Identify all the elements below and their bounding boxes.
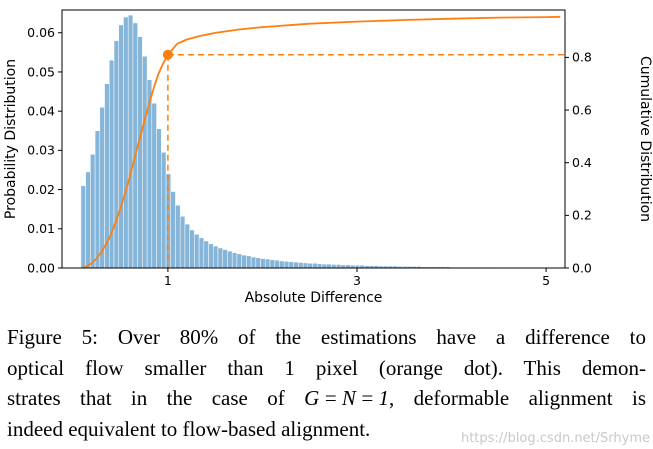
svg-text:0.4: 0.4 [572,155,592,170]
chart-area: 1 3 5 0.00 0.01 0.02 0.03 0.04 0.05 0.06 0.0 0.2 0.4… [3,9,653,306]
svg-text:1: 1 [164,273,172,288]
svg-text:0.6: 0.6 [572,102,592,117]
svg-text:Probability Distribution: Probability Distribution [3,59,19,219]
caption-line-3: strates that in the case of G = N = 1, d… [7,383,646,414]
svg-text:Cumulative Distribution: Cumulative Distribution [637,56,653,222]
histogram-cdf-chart: 1 3 5 0.00 0.01 0.02 0.03 0.04 0.05 0.06 0.0 0.2 0.4… [3,9,653,306]
svg-text:0.06: 0.06 [27,25,55,40]
svg-text:Absolute Difference: Absolute Difference [245,290,383,306]
svg-text:0.03: 0.03 [27,143,55,158]
svg-text:0.8: 0.8 [572,50,592,65]
svg-text:0.2: 0.2 [572,208,592,223]
svg-text:0.05: 0.05 [27,64,55,79]
caption-line3-suffix: , deformable alignment is [388,386,646,410]
caption-line3-prefix: strates that in the case of [7,386,305,410]
caption-line-2: optical flow smaller than 1 pixel (orang… [7,355,646,380]
svg-text:0.04: 0.04 [27,103,55,118]
svg-text:5: 5 [542,273,550,288]
svg-text:0.01: 0.01 [27,221,55,236]
caption-line-1: Figure 5: Over 80% of the estimations ha… [7,325,646,349]
figure-caption: Figure 5: Over 80% of the estimations ha… [0,310,653,444]
caption-line-4: indeed equivalent to flow-based alignmen… [7,416,371,441]
svg-text:3: 3 [353,273,361,288]
svg-text:0.00: 0.00 [27,260,55,275]
caption-math-expression: G = N = 1 [304,386,389,410]
svg-text:0.02: 0.02 [27,182,55,197]
svg-text:0.0: 0.0 [572,260,592,275]
